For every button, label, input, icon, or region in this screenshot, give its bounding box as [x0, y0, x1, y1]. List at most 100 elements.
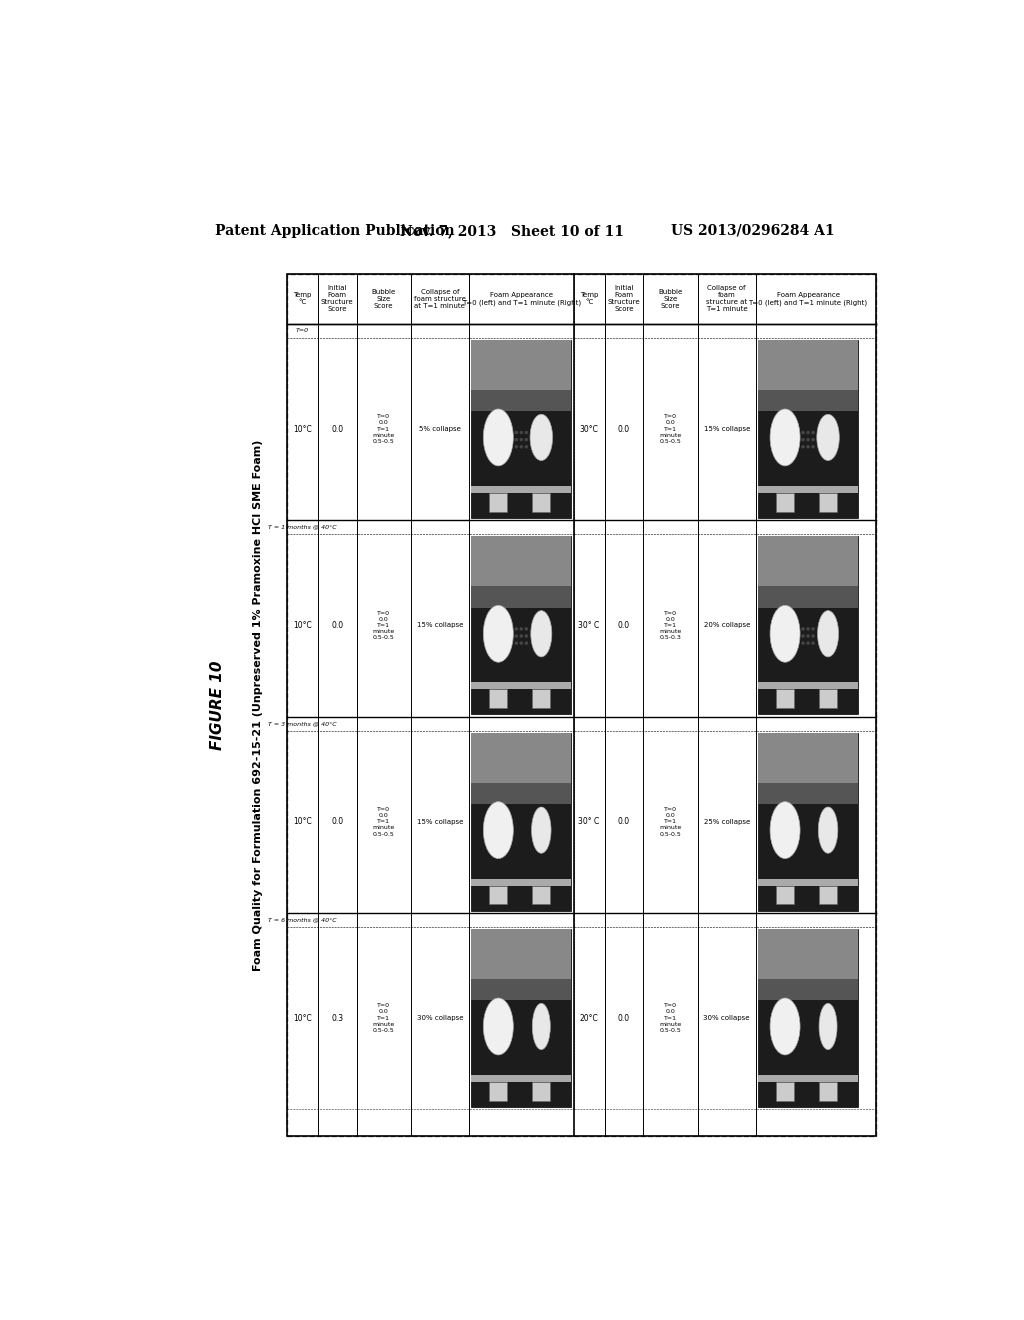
Circle shape: [514, 634, 518, 638]
Bar: [471, 341, 571, 517]
Bar: [819, 494, 837, 512]
Circle shape: [519, 445, 523, 449]
Bar: [287, 323, 573, 520]
Circle shape: [514, 430, 518, 434]
Bar: [758, 536, 858, 714]
Bar: [758, 486, 858, 494]
Circle shape: [524, 445, 528, 449]
Bar: [573, 913, 876, 1109]
Bar: [573, 323, 876, 520]
Ellipse shape: [483, 998, 513, 1055]
Circle shape: [811, 634, 815, 638]
Bar: [471, 536, 571, 586]
Text: Temp
°C: Temp °C: [580, 293, 598, 305]
Bar: [758, 783, 858, 804]
Bar: [758, 733, 858, 783]
Circle shape: [524, 634, 528, 638]
Text: Initial
Foam
Structure
Score: Initial Foam Structure Score: [607, 285, 640, 313]
Circle shape: [801, 642, 805, 645]
Ellipse shape: [483, 409, 513, 466]
Ellipse shape: [819, 1003, 837, 1049]
Text: 0.0: 0.0: [331, 425, 343, 433]
Circle shape: [811, 627, 815, 631]
Bar: [758, 341, 858, 517]
Circle shape: [811, 445, 815, 449]
Circle shape: [519, 430, 523, 434]
Circle shape: [811, 642, 815, 645]
Circle shape: [801, 430, 805, 434]
Text: Patent Application Publication: Patent Application Publication: [215, 224, 455, 238]
Circle shape: [514, 642, 518, 645]
Text: Bubble
Size
Score: Bubble Size Score: [372, 289, 396, 309]
Text: 10°C: 10°C: [293, 1014, 311, 1023]
Circle shape: [514, 445, 518, 449]
Bar: [776, 1082, 794, 1101]
Text: Temp
°C: Temp °C: [293, 293, 311, 305]
Ellipse shape: [817, 414, 840, 461]
Bar: [532, 886, 550, 904]
Text: 0.3: 0.3: [331, 1014, 343, 1023]
Text: 30% collapse: 30% collapse: [417, 1015, 463, 1022]
Circle shape: [524, 642, 528, 645]
Bar: [471, 929, 571, 1107]
Bar: [573, 275, 876, 323]
Text: Collapse of
foam structure
at T=1 minute: Collapse of foam structure at T=1 minute: [414, 289, 466, 309]
Bar: [758, 929, 858, 979]
Ellipse shape: [770, 801, 800, 858]
Text: T=0
0.0
T=1
minute
0.5-0.5: T=0 0.0 T=1 minute 0.5-0.5: [373, 1003, 395, 1034]
Bar: [471, 733, 571, 911]
Circle shape: [811, 438, 815, 441]
Ellipse shape: [770, 606, 800, 663]
Text: Nov. 7, 2013   Sheet 10 of 11: Nov. 7, 2013 Sheet 10 of 11: [399, 224, 624, 238]
Circle shape: [806, 642, 810, 645]
Text: Bubble
Size
Score: Bubble Size Score: [658, 289, 683, 309]
Circle shape: [801, 627, 805, 631]
Bar: [471, 389, 571, 412]
Text: T=0
0.0
T=1
minute
0.5-0.5: T=0 0.0 T=1 minute 0.5-0.5: [659, 414, 682, 444]
Bar: [489, 886, 507, 904]
Text: 30% collapse: 30% collapse: [703, 1015, 750, 1022]
Circle shape: [519, 438, 523, 441]
Text: 20% collapse: 20% collapse: [703, 623, 750, 628]
Text: 5% collapse: 5% collapse: [419, 426, 461, 432]
Bar: [758, 733, 858, 911]
Text: US 2013/0296284 A1: US 2013/0296284 A1: [671, 224, 835, 238]
Ellipse shape: [483, 606, 513, 663]
Text: 10°C: 10°C: [293, 425, 311, 433]
Bar: [758, 389, 858, 412]
Text: T=0: T=0: [296, 329, 309, 334]
Circle shape: [801, 445, 805, 449]
Bar: [758, 586, 858, 607]
Text: 0.0: 0.0: [617, 1014, 630, 1023]
Text: 0.0: 0.0: [617, 425, 630, 433]
Bar: [471, 979, 571, 1001]
Bar: [776, 494, 794, 512]
Bar: [819, 689, 837, 708]
Bar: [489, 494, 507, 512]
Text: 20°C: 20°C: [580, 1014, 598, 1023]
Bar: [471, 536, 571, 714]
Bar: [776, 689, 794, 708]
Circle shape: [806, 634, 810, 638]
Circle shape: [801, 634, 805, 638]
Bar: [776, 886, 794, 904]
Bar: [819, 886, 837, 904]
Text: T=0
0.0
T=1
minute
0.5-0.5: T=0 0.0 T=1 minute 0.5-0.5: [373, 414, 395, 444]
Circle shape: [806, 445, 810, 449]
Text: T = 6 months @ 40°C: T = 6 months @ 40°C: [268, 917, 337, 923]
Bar: [819, 1082, 837, 1101]
Ellipse shape: [530, 414, 553, 461]
Ellipse shape: [530, 611, 552, 657]
Text: T = 1 months @ 40°C: T = 1 months @ 40°C: [268, 525, 337, 529]
Bar: [532, 1082, 550, 1101]
Text: 30° C: 30° C: [579, 620, 600, 630]
Bar: [287, 717, 573, 913]
Text: 25% collapse: 25% collapse: [703, 818, 750, 825]
Circle shape: [806, 430, 810, 434]
Bar: [471, 879, 571, 886]
Bar: [287, 275, 876, 1137]
Text: 30° C: 30° C: [579, 817, 600, 826]
Text: T=0
0.0
T=1
minute
0.5-0.5: T=0 0.0 T=1 minute 0.5-0.5: [659, 1003, 682, 1034]
Text: 10°C: 10°C: [293, 817, 311, 826]
Bar: [287, 913, 573, 1109]
